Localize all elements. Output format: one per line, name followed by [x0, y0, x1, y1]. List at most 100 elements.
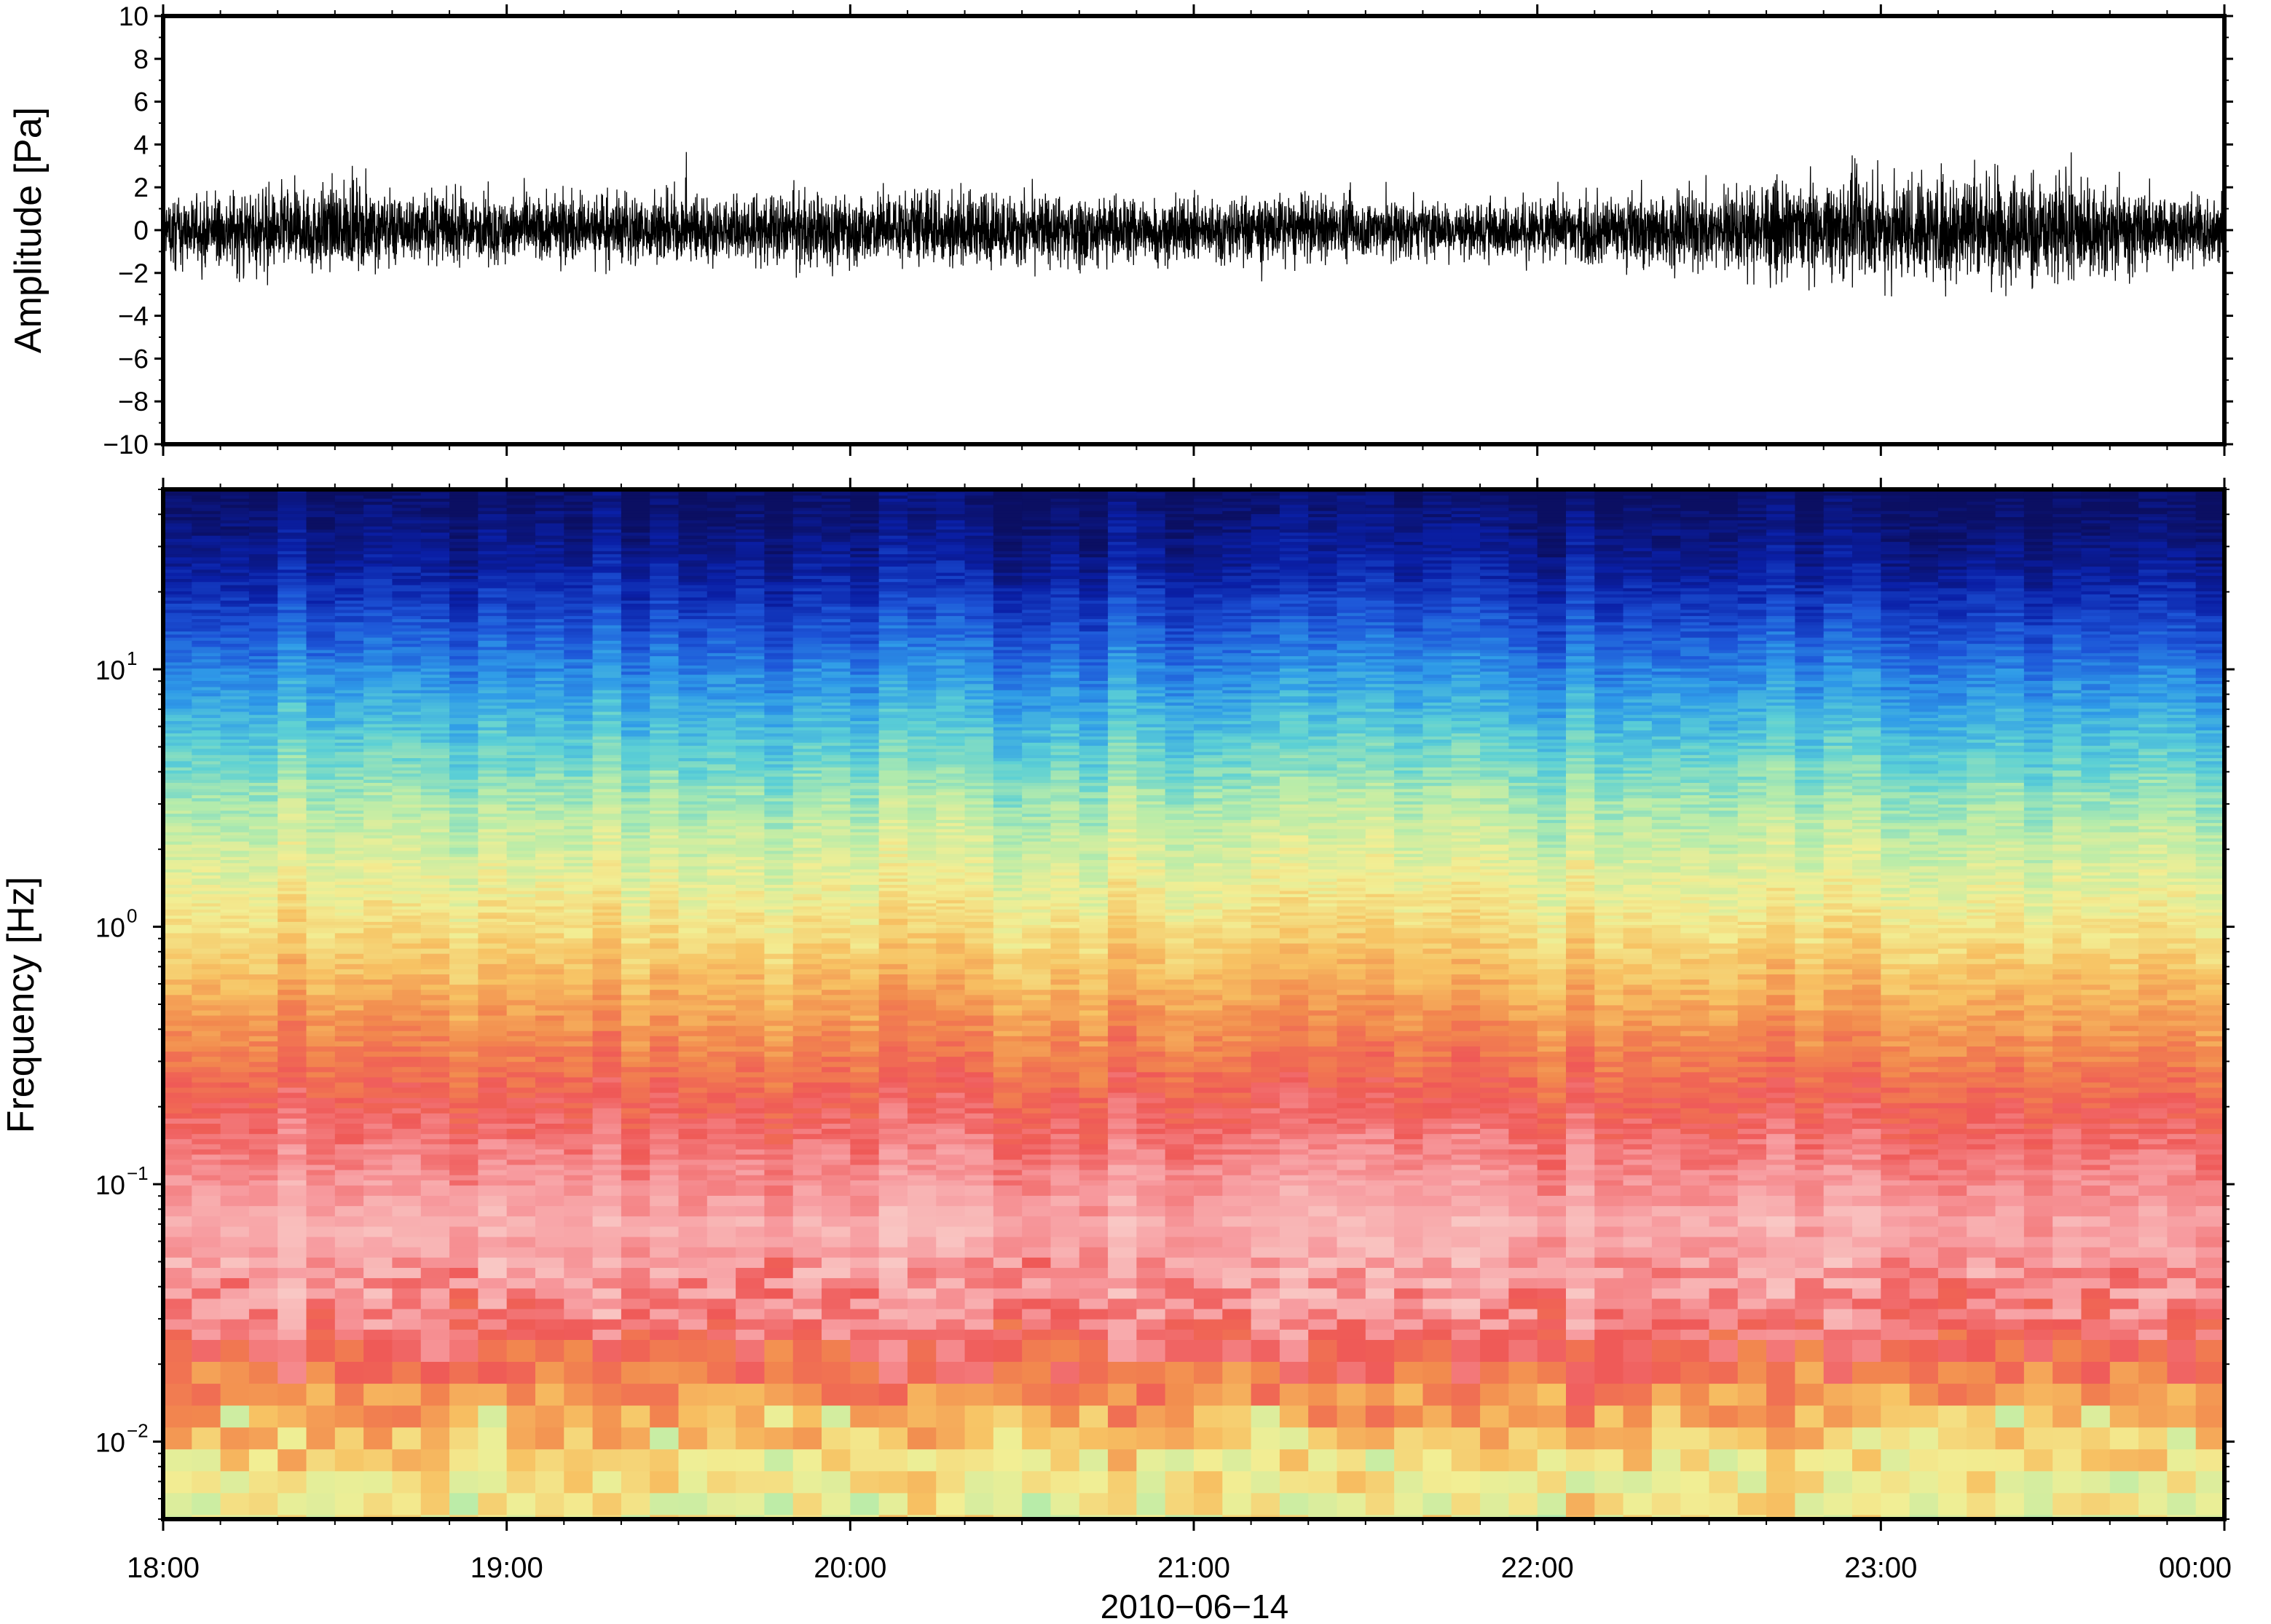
spectrogram-cell — [420, 804, 450, 808]
spectrogram-cell — [678, 789, 708, 793]
spectrogram-cell — [678, 1206, 708, 1217]
spectrogram-cell — [363, 1046, 393, 1052]
spectrogram-cell — [392, 900, 422, 904]
spectrogram-cell — [564, 714, 594, 719]
spectrogram-cell — [278, 631, 307, 635]
spectrogram-cell — [363, 807, 393, 811]
spectrogram-cell — [592, 782, 622, 787]
spectrogram-cell — [192, 912, 221, 916]
spectrogram-cell — [220, 714, 250, 719]
spectrogram-cell — [363, 912, 393, 916]
spectrogram-cell — [621, 844, 650, 848]
spectrogram-cell — [449, 554, 479, 558]
spectrogram-cell — [707, 1278, 736, 1289]
spectrogram-cell — [306, 813, 336, 818]
spectrogram-cell — [392, 501, 422, 505]
spectrogram-cell — [363, 542, 393, 545]
spectrogram-cell — [163, 816, 192, 821]
spectrogram-cell — [478, 1278, 508, 1289]
spectrogram-cell — [363, 615, 393, 620]
spectrogram-cell — [306, 764, 336, 768]
spectrogram-cell — [363, 575, 393, 580]
spectrogram-cell — [506, 792, 536, 796]
spectrogram-cell — [592, 1185, 622, 1197]
spectrogram-cell — [334, 727, 364, 731]
spectrogram-cell — [248, 563, 278, 567]
spectrogram-cell — [535, 1072, 564, 1078]
spectrogram-cell — [392, 1015, 422, 1022]
spectrogram-cell — [363, 607, 393, 611]
spectrogram-cell — [220, 789, 250, 793]
spectrogram-cell — [678, 758, 708, 762]
spectrogram-cell — [392, 733, 422, 737]
spectrogram-cell — [392, 888, 422, 892]
spectrogram-cell — [707, 733, 736, 737]
spectrogram-cell — [678, 1180, 708, 1186]
spectrogram-cell — [621, 829, 650, 833]
spectrogram-cell — [334, 1329, 364, 1341]
spectrogram-cell — [363, 894, 393, 898]
spectrogram-cell — [392, 995, 422, 1001]
spectrogram-cell — [650, 1185, 680, 1197]
spectrogram-cell — [363, 792, 393, 796]
spectrogram-cell — [192, 1129, 221, 1135]
spectrogram-cell — [449, 1257, 479, 1269]
spectrogram-cell — [192, 582, 221, 586]
spectrogram-cell — [278, 662, 307, 666]
spectrogram-cell — [707, 1005, 736, 1012]
spectrogram-cell — [736, 582, 765, 586]
spectrogram-cell — [564, 948, 594, 955]
spectrogram-cell — [220, 816, 250, 821]
spectrogram-cell — [420, 1288, 450, 1299]
spectrogram-cell — [564, 915, 594, 920]
spectrogram-cell — [678, 1149, 708, 1156]
spectrogram-cell — [306, 798, 336, 803]
spectrogram-cell — [535, 1493, 564, 1515]
spectrogram-cell — [220, 572, 250, 577]
spectrogram-cell — [334, 714, 364, 719]
spectrogram-cell — [564, 758, 594, 762]
spectrogram-cell — [621, 764, 650, 768]
spectrogram-cell — [678, 782, 708, 787]
spectrogram-cell — [363, 928, 393, 934]
spectrogram-cell — [478, 572, 508, 577]
spectrogram-cell — [363, 665, 393, 669]
spectrogram-cell — [392, 829, 422, 833]
spectrogram-cell — [420, 912, 450, 916]
spectrogram-cell — [621, 761, 650, 765]
spectrogram-cell — [248, 1108, 278, 1114]
spectrogram-cell — [564, 953, 594, 960]
spectrogram-cell — [449, 591, 479, 595]
spectrogram-cell — [707, 826, 736, 830]
spectrogram-cell — [764, 918, 794, 923]
spectrogram-cell — [363, 816, 393, 821]
spectrogram-cell — [592, 1427, 622, 1450]
spectrogram-cell — [564, 520, 594, 524]
spectrogram-cell — [764, 662, 794, 666]
spectrogram-cell — [564, 733, 594, 737]
spectrogram-cell — [334, 523, 364, 527]
spectrogram-cell — [506, 1030, 536, 1037]
spectrogram-cell — [363, 681, 393, 685]
spectrogram-cell — [306, 1000, 336, 1006]
spectrogram-cell — [678, 653, 708, 657]
spectrogram-cell — [278, 610, 307, 614]
spectrogram-cell — [478, 888, 508, 892]
spectrogram-cell — [248, 896, 278, 901]
spectrogram-cell — [363, 813, 393, 818]
spectrogram-cell — [506, 538, 536, 543]
spectrogram-cell — [306, 826, 336, 830]
spectrogram-cell — [592, 1072, 622, 1078]
spectrogram-cell — [334, 736, 364, 741]
spectrogram-cell — [650, 1005, 680, 1012]
spectrogram-cell — [363, 844, 393, 848]
spectrogram-cell — [449, 848, 479, 851]
spectrogram-cell — [764, 758, 794, 762]
spectrogram-cell — [392, 705, 422, 709]
spectrogram-cell — [306, 538, 336, 543]
spectrogram-cell — [478, 495, 508, 500]
spectrogram-cell — [248, 712, 278, 716]
spectrogram-cell — [278, 866, 307, 870]
spectrogram-cell — [192, 813, 221, 818]
spectrogram-cell — [392, 498, 422, 502]
